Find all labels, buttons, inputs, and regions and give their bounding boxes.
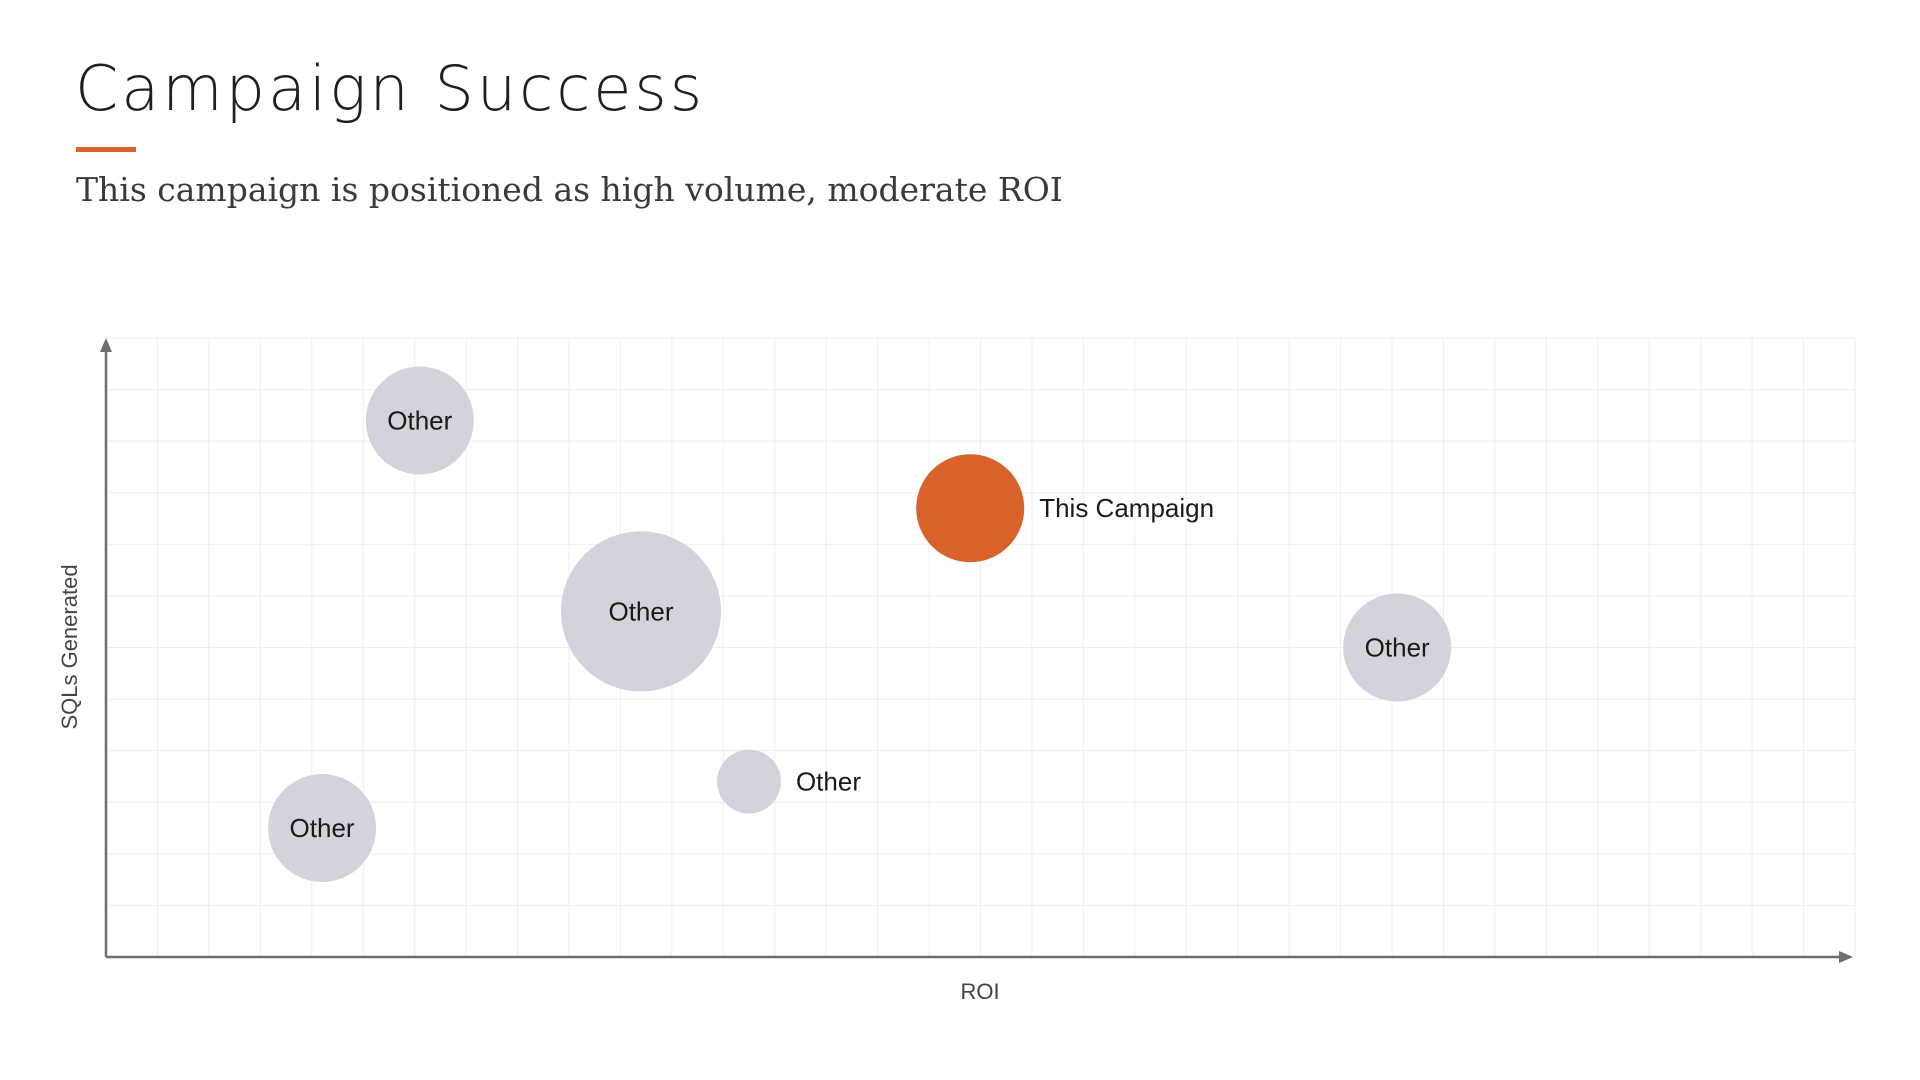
- y-axis-arrow: [100, 338, 112, 352]
- bubble-this-campaign: [916, 454, 1025, 563]
- bubble-other: [268, 774, 377, 883]
- bubble-other: [560, 531, 722, 692]
- x-axis-label: ROI: [960, 979, 999, 1004]
- bubble-other: [1343, 593, 1452, 702]
- bubble-series: Other This Campaign Other Other Other Other: [268, 366, 1452, 883]
- bubble-label: Other: [608, 596, 673, 626]
- bubble-label: Other: [290, 813, 355, 843]
- bubble-label: Other: [387, 406, 452, 436]
- bubble-label: Other: [1365, 633, 1430, 663]
- slide-title: Campaign Success: [75, 52, 706, 125]
- bubble-label: This Campaign: [1039, 493, 1214, 523]
- bubble-other: [365, 366, 474, 475]
- slide-subtitle: This campaign is positioned as high volu…: [76, 170, 1063, 209]
- bubble-label: Other: [796, 767, 861, 797]
- x-axis-arrow: [1839, 951, 1853, 963]
- bubble-other: [717, 749, 781, 814]
- chart-axes: [100, 338, 1853, 963]
- y-axis-label: SQLs Generated: [57, 564, 82, 729]
- title-accent-rule: [76, 147, 136, 152]
